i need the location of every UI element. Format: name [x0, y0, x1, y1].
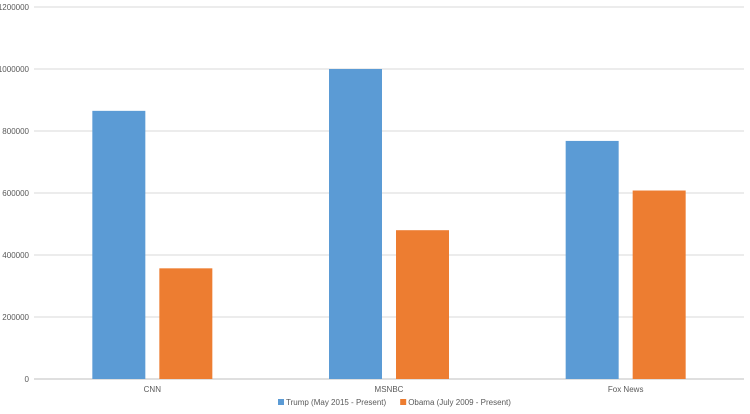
- bars: [92, 69, 686, 379]
- x-tick-label: Fox News: [608, 385, 644, 394]
- x-tick-label: MSNBC: [375, 385, 404, 394]
- legend: Trump (May 2015 - Present) Obama (July 20…: [278, 398, 511, 407]
- legend-label: Trump (May 2015 - Present): [286, 398, 387, 407]
- x-tick-label: CNN: [144, 385, 162, 394]
- y-tick-label: 600000: [2, 189, 29, 198]
- y-tick-label: 800000: [2, 127, 29, 136]
- y-tick-label: 1200000: [0, 3, 30, 12]
- y-tick-label: 1000000: [0, 65, 30, 74]
- legend-swatch: [400, 399, 407, 405]
- gridlines: [34, 6, 744, 380]
- bar-fox-news-series-2: [632, 190, 686, 379]
- x-axis: CNN MSNBC Fox News: [144, 385, 644, 394]
- bar-fox-news-series-1: [565, 140, 619, 379]
- y-tick-label: 200000: [2, 313, 29, 322]
- bar-cnn-series-2: [159, 268, 213, 379]
- y-tick-label: 0: [25, 375, 30, 384]
- legend-swatch: [278, 399, 284, 405]
- bar-msnbc-series-2: [396, 230, 449, 379]
- y-axis-ticks: 0 200000 400000 600000 800000 1000000 1200000: [0, 3, 30, 384]
- legend-label: Obama (July 2009 - Present): [408, 398, 511, 407]
- y-tick-label: 400000: [2, 251, 29, 260]
- bar-cnn-series-1: [92, 110, 146, 379]
- bar-msnbc-series-1: [329, 69, 382, 379]
